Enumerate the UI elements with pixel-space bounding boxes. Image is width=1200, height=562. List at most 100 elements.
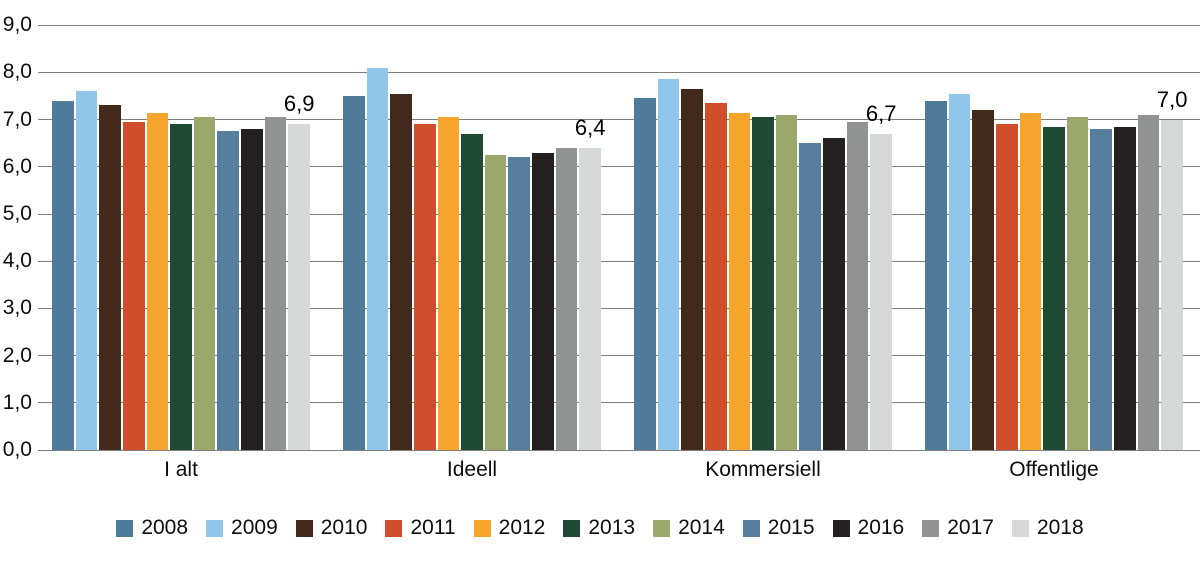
- bar-2016: [1114, 126, 1136, 450]
- legend-item: 2016: [832, 516, 905, 540]
- legend-label: 2012: [498, 516, 546, 539]
- bar-2017: [264, 117, 287, 450]
- bar-2010: [681, 88, 703, 450]
- legend-swatch: [116, 519, 134, 537]
- legend-swatch: [1011, 519, 1029, 537]
- y-axis: 0,0 1,0 2,0 3,0 4,0 5,0 6,0 7,0 8,0 9,0: [0, 0, 34, 461]
- legend: 2008 2009 2010 2011 2012 2013 2014 2015 2016 2017…: [0, 512, 1200, 544]
- category-label: Ideell: [446, 458, 498, 481]
- bar-2014: [1066, 117, 1089, 450]
- legend-item: 2011: [385, 516, 456, 540]
- legend-item: 2013: [563, 516, 635, 540]
- category-label: Kommersiell: [705, 458, 821, 481]
- gridline: [38, 355, 1200, 357]
- gridline: [38, 260, 1200, 262]
- category-label: I alt: [164, 458, 198, 481]
- bar-2014: [193, 117, 216, 450]
- legend-item: 2017: [922, 516, 994, 540]
- bar-2016: [241, 129, 263, 450]
- bar-2009: [75, 91, 98, 450]
- bar-2012: [437, 117, 460, 450]
- legend-item: 2012: [473, 516, 546, 540]
- legend-label: 2014: [678, 516, 725, 539]
- category-label: Offentlige: [1009, 458, 1099, 481]
- legend-swatch: [206, 519, 224, 537]
- bar-2018: [579, 147, 602, 450]
- legend-swatch: [922, 519, 940, 537]
- y-axis-tick-label: 7,0: [2, 107, 32, 131]
- legend-item: 2018: [1011, 516, 1084, 540]
- gridline: [38, 402, 1200, 404]
- legend-label: 2016: [857, 516, 905, 539]
- legend-item: 2008: [116, 516, 188, 540]
- bar-2012: [728, 112, 751, 450]
- bar-2017: [555, 147, 578, 450]
- bar-2015: [508, 157, 531, 450]
- bar-2011: [704, 103, 727, 450]
- bar-2010: [972, 110, 994, 450]
- gridline: [38, 119, 1200, 121]
- legend-label: 2008: [141, 516, 189, 539]
- bar-2015: [217, 131, 240, 450]
- legend-item: 2009: [206, 516, 278, 540]
- legend-swatch: [832, 519, 850, 537]
- bar-value-label: 6,9: [283, 91, 315, 117]
- gridline: [38, 24, 1200, 26]
- y-axis-tick-label: 8,0: [2, 60, 32, 84]
- bar-2012: [1019, 112, 1042, 450]
- gridline: [38, 166, 1200, 168]
- bar-group: 7,0: [925, 0, 1187, 450]
- bar-2013: [752, 117, 774, 450]
- legend-swatch: [295, 519, 313, 537]
- bar-value-label: 7,0: [1156, 86, 1188, 112]
- bar-2013: [461, 133, 483, 450]
- legend-swatch: [653, 519, 671, 537]
- legend-label: 2011: [410, 516, 456, 539]
- bar-2014: [484, 155, 507, 450]
- bar-2010: [99, 105, 121, 450]
- bar-2009: [657, 79, 680, 450]
- legend-label: 2015: [767, 516, 815, 539]
- y-axis-tick-label: 6,0: [2, 154, 32, 178]
- y-axis-tick-label: 1,0: [2, 390, 32, 414]
- bar-2011: [413, 124, 436, 450]
- legend-swatch: [473, 519, 491, 537]
- bar-2018: [1161, 119, 1184, 450]
- gridline: [38, 71, 1200, 73]
- bar-2010: [390, 93, 412, 450]
- legend-swatch: [563, 519, 581, 537]
- bar-2009: [948, 93, 971, 450]
- bar-2018: [288, 124, 311, 450]
- plot-area: 6,9 6,4 6,7 7,0: [38, 0, 1200, 451]
- y-axis-tick-label: 4,0: [2, 249, 32, 273]
- legend-label: 2017: [947, 516, 994, 539]
- legend-swatch: [385, 519, 403, 537]
- y-axis-tick-label: 0,0: [2, 438, 32, 461]
- bar-2008: [52, 100, 74, 450]
- bar-2017: [1137, 114, 1160, 450]
- bar-2017: [846, 121, 869, 450]
- bar-2013: [1043, 126, 1065, 450]
- gridline: [38, 213, 1200, 215]
- bar-2016: [823, 138, 845, 450]
- bar-2008: [343, 96, 365, 450]
- bar-group: 6,9: [52, 0, 314, 450]
- bar-2009: [366, 67, 389, 450]
- bar-2014: [775, 114, 798, 450]
- y-axis-tick-label: 9,0: [2, 13, 32, 37]
- bar-value-label: 6,4: [574, 114, 606, 140]
- bar-2016: [532, 152, 554, 450]
- gridline: [38, 449, 1200, 451]
- bar-2012: [146, 112, 169, 450]
- y-axis-tick-label: 3,0: [2, 296, 32, 320]
- legend-label: 2010: [320, 516, 368, 539]
- bar-2008: [634, 98, 656, 450]
- bar-2011: [122, 121, 145, 450]
- bar-2015: [1090, 129, 1113, 450]
- bar-group: 6,4: [343, 0, 605, 450]
- legend-label: 2009: [231, 516, 278, 539]
- bar-2011: [995, 124, 1018, 450]
- legend-item: 2010: [295, 516, 368, 540]
- legend-item: 2015: [742, 516, 815, 540]
